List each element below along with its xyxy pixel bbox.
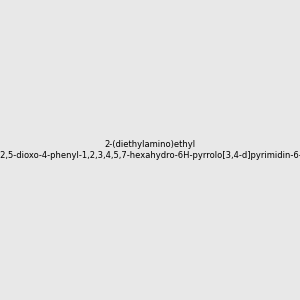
Text: 2-(diethylamino)ethyl 4-(1-methyl-2,5-dioxo-4-phenyl-1,2,3,4,5,7-hexahydro-6H-py: 2-(diethylamino)ethyl 4-(1-methyl-2,5-di…: [0, 140, 300, 160]
